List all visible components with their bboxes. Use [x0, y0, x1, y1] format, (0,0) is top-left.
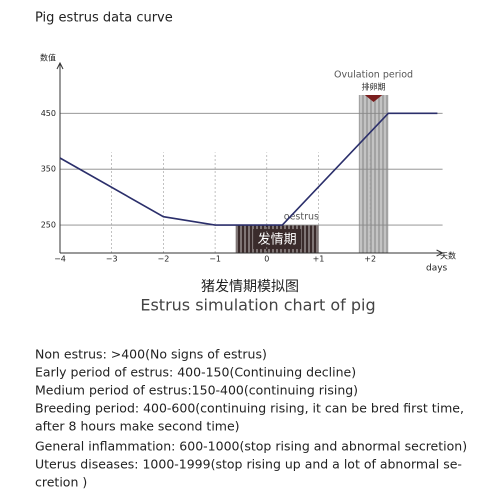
oestrus-label-bg [253, 229, 302, 250]
y-tick-label: 250 [41, 221, 56, 230]
region-label: 发情期 [258, 232, 297, 248]
x-tick-label: −2 [158, 255, 170, 264]
chart-subtitle: Estrus simulation chart of pig [140, 296, 375, 315]
note-line: Early period of estrus: 400-150(Continui… [35, 365, 356, 380]
arrow-marker [364, 95, 383, 102]
region-label: oestrus [284, 212, 319, 223]
x-tick-label: −3 [106, 255, 118, 264]
ovulation-stripes [358, 95, 389, 253]
region-label: 排卵期 [362, 82, 386, 92]
x-tick-label: −1 [209, 255, 221, 264]
y-axis-arrow [56, 61, 64, 70]
x-axis-label: 天数 [440, 251, 456, 261]
x-tick-label: 0 [264, 255, 269, 264]
note-line: General inflammation: 600-1000(stop risi… [35, 439, 467, 454]
region-label: Ovulation period [334, 70, 413, 81]
x-tick-label: +2 [364, 255, 376, 264]
note-line: Uterus diseases: 1000-1999(stop rising u… [35, 457, 462, 472]
x-axis-arrow [436, 249, 444, 257]
note-line: after 8 hours make second time) [35, 419, 240, 434]
y-tick-label: 350 [41, 165, 56, 174]
x-axis-label: days [426, 264, 448, 274]
note-line: Breeding period: 400-600(continuing risi… [35, 401, 464, 416]
y-axis-label: 数值 [40, 53, 56, 63]
x-tick-label: +1 [313, 255, 325, 264]
note-line: cretion ) [35, 475, 87, 490]
data-line [59, 112, 438, 226]
note-line: Medium period of estrus:150-400(continui… [35, 383, 358, 398]
y-tick-label: 450 [41, 109, 56, 118]
header: Pig estrus data curve [35, 11, 173, 26]
note-line: Non estrus: >400(No signs of estrus) [35, 347, 267, 362]
x-tick-label: −4 [54, 255, 66, 264]
chart-title: 猪发情期模拟图 [201, 279, 299, 295]
notes: Non estrus: >400(No signs of estrus) Earl… [35, 347, 467, 490]
